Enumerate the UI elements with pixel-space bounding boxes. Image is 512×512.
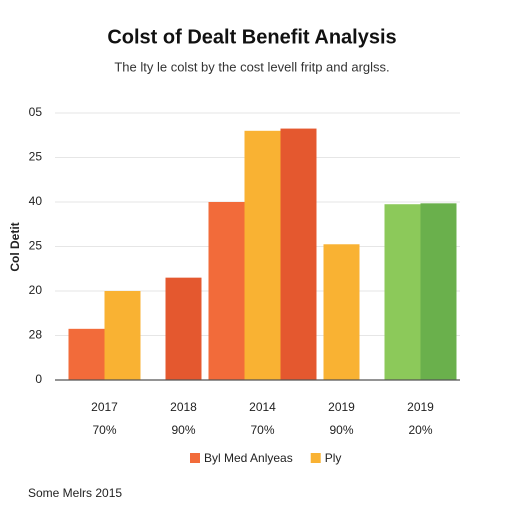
- chart-title: Colst of Dealt Benefit Analysis: [107, 26, 396, 48]
- x-sublabel: 90%: [329, 423, 353, 437]
- x-tick-label: 2019: [407, 400, 434, 414]
- legend-swatch: [310, 453, 321, 463]
- y-tick-label: 0: [35, 372, 42, 386]
- bar: [280, 128, 317, 380]
- bar: [104, 291, 141, 380]
- y-tick-label: 25: [29, 150, 43, 164]
- bar: [244, 130, 281, 380]
- x-tick-label: 2019: [328, 400, 355, 414]
- legend-swatch: [190, 453, 200, 463]
- footer: Some Melrs 2015: [28, 486, 122, 500]
- bar: [208, 202, 245, 380]
- bar: [68, 328, 105, 380]
- y-axis-label: Col Detit: [8, 222, 22, 271]
- x-tick-label: 2017: [91, 400, 118, 414]
- y-tick-label: 28: [29, 328, 43, 342]
- bar: [420, 203, 457, 380]
- chart-subtitle: The lty le colst by the cost levell frit…: [114, 59, 389, 74]
- x-sublabel: 20%: [408, 423, 432, 437]
- x-tick-label: 2014: [249, 400, 276, 414]
- x-sublabel: 70%: [92, 423, 116, 437]
- y-tick-label: 40: [29, 194, 43, 208]
- y-tick-label: 05: [29, 105, 43, 119]
- legend-label: Byl Med Anlyeas: [204, 451, 293, 465]
- bar: [165, 277, 202, 380]
- x-sublabel: 70%: [250, 423, 274, 437]
- bar: [323, 244, 360, 380]
- legend-label: Ply: [325, 451, 342, 465]
- y-tick-label: 20: [29, 283, 43, 297]
- x-tick-label: 2018: [170, 400, 197, 414]
- y-tick-label: 25: [29, 239, 43, 253]
- bar: [384, 204, 421, 380]
- x-sublabel: 90%: [171, 423, 195, 437]
